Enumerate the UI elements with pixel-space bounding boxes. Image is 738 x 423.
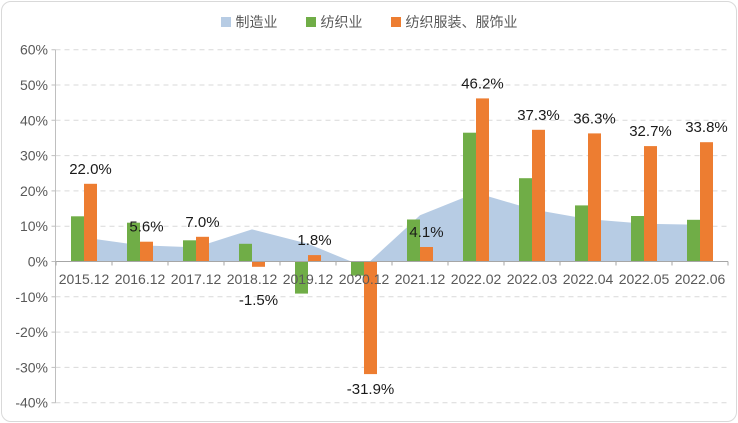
y-axis-label: 20% <box>20 183 48 199</box>
y-axis-label: -20% <box>15 324 48 340</box>
bar-textile <box>407 219 420 262</box>
legend-item-1: 纺织业 <box>305 14 363 30</box>
x-axis-label: 2016.12 <box>115 271 166 287</box>
y-axis-label: 50% <box>20 77 48 93</box>
legend-label: 纺织服装、服饰业 <box>405 14 518 30</box>
y-axis-label: -40% <box>15 395 48 411</box>
data-label: 7.0% <box>185 214 219 231</box>
bar-apparel <box>308 255 321 262</box>
bar-apparel <box>140 241 153 262</box>
data-label: -31.9% <box>347 381 395 398</box>
data-label: 46.2% <box>461 75 504 92</box>
bar-textile <box>71 216 84 262</box>
bar-apparel <box>644 146 657 262</box>
legend-item-2: 纺织服装、服饰业 <box>390 14 518 30</box>
data-label: 37.3% <box>517 107 560 124</box>
legend-label: 制造业 <box>235 14 278 30</box>
x-axis-label: 2020.12 <box>339 271 390 287</box>
x-axis-label: 2022.06 <box>675 271 726 287</box>
chart-legend: 制造业 纺织业 纺织服装、服饰业 <box>2 15 736 29</box>
x-axis-label: 2019.12 <box>283 271 334 287</box>
bar-apparel <box>588 133 601 262</box>
bar-apparel <box>700 142 713 262</box>
y-axis-label: 40% <box>20 112 48 128</box>
data-label: 4.1% <box>409 224 443 241</box>
bar-apparel <box>532 129 545 262</box>
x-axis-label: 2021.12 <box>395 271 446 287</box>
bar-apparel <box>252 261 265 267</box>
data-label: 1.8% <box>297 232 331 249</box>
y-axis-label: -30% <box>15 359 48 375</box>
data-label: 22.0% <box>69 161 112 178</box>
legend-swatch-icon <box>220 17 231 27</box>
y-axis-label: 0% <box>28 254 48 270</box>
x-axis-label: 2018.12 <box>227 271 278 287</box>
legend-swatch-icon <box>305 17 316 27</box>
y-axis-label: 30% <box>20 148 48 164</box>
y-axis-label: -10% <box>15 289 48 305</box>
y-axis-label: 10% <box>20 218 48 234</box>
data-label: -1.5% <box>239 292 278 309</box>
bar-apparel <box>84 183 97 262</box>
bar-textile <box>463 132 476 262</box>
bar-textile <box>295 261 308 294</box>
x-axis-label: 2022.04 <box>563 271 614 287</box>
bar-textile <box>183 240 196 262</box>
bar-textile <box>575 205 588 262</box>
bar-textile <box>351 261 364 276</box>
bar-apparel <box>476 98 489 262</box>
y-axis-label: 60% <box>20 42 48 58</box>
legend-label: 纺织业 <box>320 14 363 30</box>
data-label: 33.8% <box>685 119 728 136</box>
data-label: 5.6% <box>129 219 163 236</box>
bar-apparel <box>420 247 433 262</box>
bar-textile <box>519 178 532 262</box>
x-axis-label: 2022.02 <box>451 271 502 287</box>
x-axis-label: 2017.12 <box>171 271 222 287</box>
x-axis-label: 2015.12 <box>59 271 110 287</box>
bar-apparel <box>196 236 209 262</box>
bar-textile <box>631 216 644 262</box>
bar-textile <box>687 219 700 262</box>
x-axis-label: 2022.05 <box>619 271 670 287</box>
area-series-manufacturing <box>84 192 700 267</box>
x-axis-label: 2022.03 <box>507 271 558 287</box>
data-label: 36.3% <box>573 110 616 127</box>
legend-item-0: 制造业 <box>220 14 278 30</box>
legend-swatch-icon <box>390 17 401 27</box>
bar-textile <box>239 243 252 262</box>
bar-textile <box>127 222 140 262</box>
data-label: 32.7% <box>629 123 672 140</box>
bar-apparel <box>364 261 377 375</box>
